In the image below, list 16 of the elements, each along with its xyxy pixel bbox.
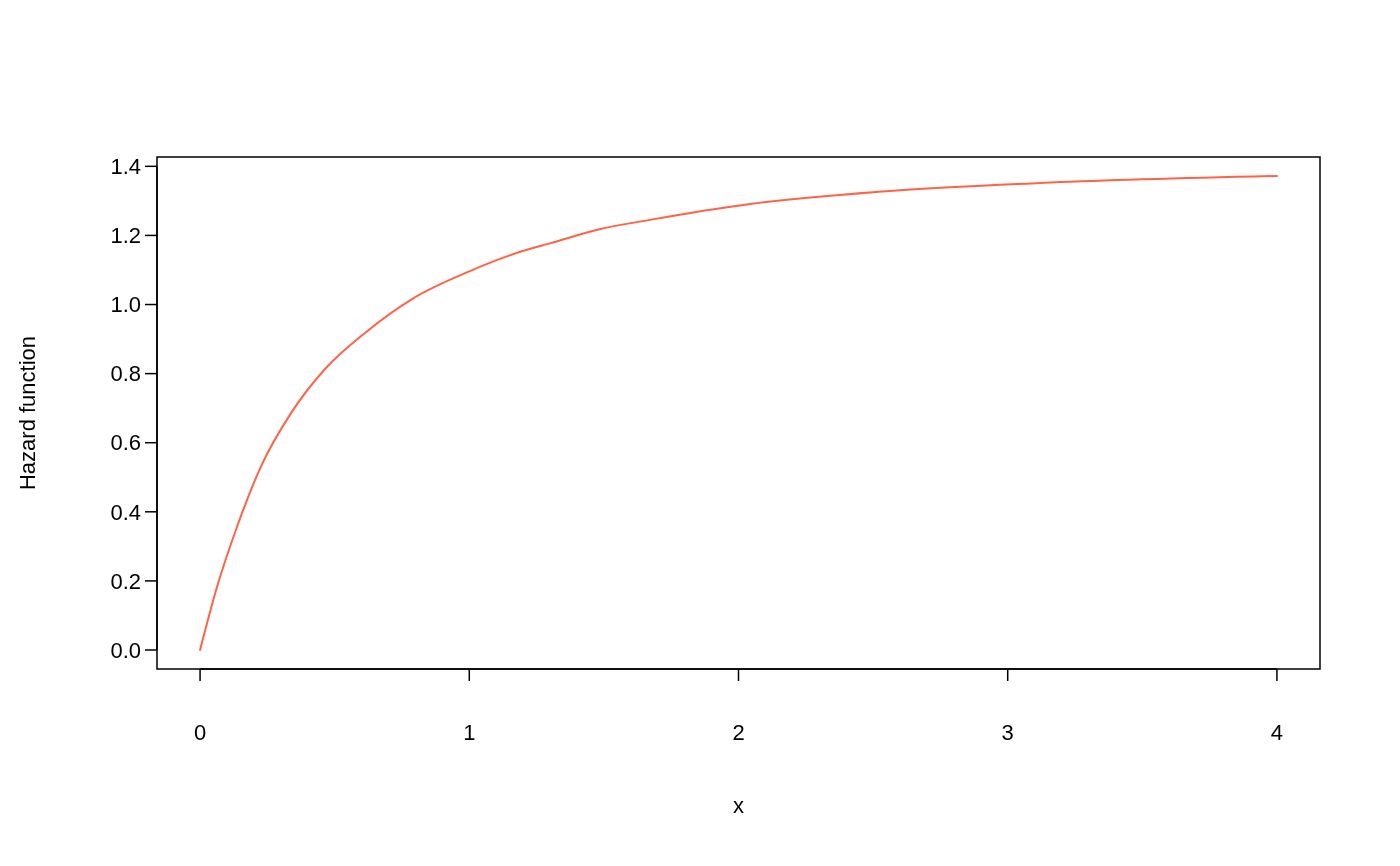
x-tick-label: 1	[463, 720, 476, 745]
y-tick-label: 0.2	[110, 568, 141, 594]
x-tick-label: 4	[1270, 720, 1284, 745]
y-tick-label: 0.6	[110, 430, 141, 456]
y-axis-title: Hazard function	[15, 335, 40, 491]
x-tick-label: 0	[193, 720, 207, 745]
y-tick-label: 1.0	[110, 292, 141, 318]
y-tick-label: 1.4	[110, 154, 141, 180]
y-tick-label: 0.8	[110, 361, 141, 387]
x-tick-label: 2	[732, 720, 745, 745]
line-series	[199, 175, 1278, 651]
y-tick-label: 0.4	[110, 499, 141, 525]
y-tick-label: 0.0	[110, 637, 141, 663]
x-axis-title: x	[733, 793, 744, 818]
y-tick-label: 1.2	[110, 223, 141, 249]
x-tick-label: 3	[1001, 720, 1014, 745]
